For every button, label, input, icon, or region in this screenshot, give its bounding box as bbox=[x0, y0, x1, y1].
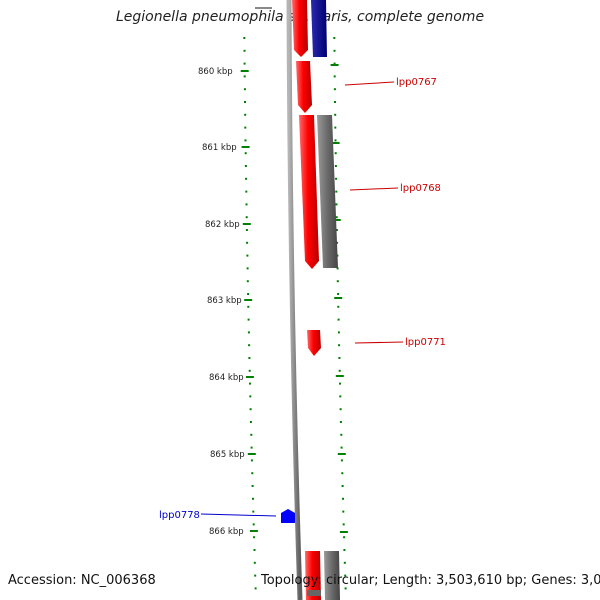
feature-gray-large[interactable] bbox=[317, 115, 338, 268]
gene-label-lpp0768[interactable]: lpp0768 bbox=[400, 183, 441, 194]
gene-lpp0767[interactable] bbox=[296, 61, 312, 113]
topology-text: Topology: circular; Length: 3,503,610 bp… bbox=[261, 573, 600, 588]
gene-forward-top[interactable] bbox=[292, 0, 308, 57]
scale-label-860: 860 kbp bbox=[198, 67, 233, 77]
scale-tick-column-right bbox=[330, 37, 348, 590]
gene-label-lpp0771[interactable]: lpp0771 bbox=[405, 337, 446, 348]
connector-lpp0768 bbox=[349, 187, 399, 191]
gene-lpp0768[interactable] bbox=[299, 115, 319, 269]
scale-label-864: 864 kbp bbox=[209, 373, 244, 383]
connector-lpp0767 bbox=[344, 81, 395, 86]
scale-label-865: 865 kbp bbox=[210, 450, 245, 460]
scale-label-861: 861 kbp bbox=[202, 143, 237, 153]
scale-label-866: 866 kbp bbox=[209, 527, 244, 537]
gene-label-lpp0778[interactable]: lpp0778 bbox=[159, 510, 200, 521]
connector-lpp0771 bbox=[354, 341, 404, 344]
gene-forward-bottom[interactable] bbox=[305, 551, 321, 600]
scale-tick-column-left bbox=[240, 37, 258, 590]
accession-text: Accession: NC_006368 bbox=[8, 573, 156, 588]
feature-gray-bottom[interactable] bbox=[324, 551, 340, 600]
connector-lpp0778 bbox=[200, 513, 277, 517]
gene-reverse-top[interactable] bbox=[311, 0, 327, 57]
feature-gray-stub bbox=[307, 590, 321, 596]
scale-label-863: 863 kbp bbox=[207, 296, 242, 306]
genome-backbone bbox=[286, 0, 303, 600]
gene-lpp0778[interactable] bbox=[281, 509, 295, 523]
gene-lpp0771[interactable] bbox=[307, 330, 321, 356]
gene-label-lpp0767[interactable]: lpp0767 bbox=[396, 77, 437, 88]
scale-label-862: 862 kbp bbox=[205, 220, 240, 230]
